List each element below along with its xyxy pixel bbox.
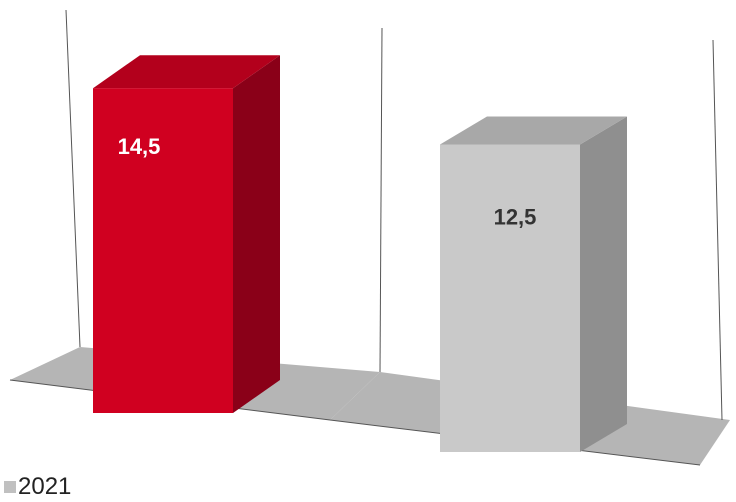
bar-2-side [580, 116, 627, 452]
legend: 2021 [0, 474, 71, 500]
bar-2-front [440, 144, 580, 452]
bar-2-top [440, 116, 627, 145]
bar-1-value-label: 14,5 [118, 134, 161, 159]
bar-1: 14,5 [93, 55, 280, 413]
bar-1-side [233, 55, 280, 413]
wall-line-right [712, 39, 723, 421]
wall-line-left [65, 9, 81, 348]
legend-label: 2021 [18, 473, 72, 500]
bar-1-front [93, 88, 233, 413]
wall-line-middle [379, 27, 383, 373]
bar-1-top [93, 55, 280, 89]
bar-2-value-label: 12,5 [494, 205, 537, 230]
bar-2: 12,5 [440, 116, 627, 452]
legend-swatch [4, 481, 16, 493]
bar-chart: 14,5 12,5 [9, 9, 730, 466]
